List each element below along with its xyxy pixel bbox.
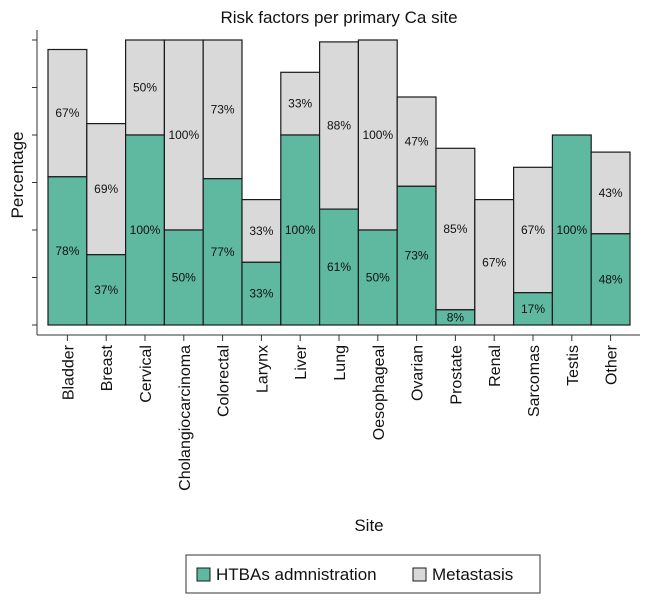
bar-htbas	[241, 261, 282, 326]
legend-label-htbas: HTBAs admnistration	[216, 565, 377, 584]
bar-label-htbas: 100%	[130, 223, 161, 237]
bar-label-metastasis: 43%	[599, 186, 623, 200]
bar-label-metastasis: 67%	[482, 255, 506, 269]
bar-label-metastasis: 100%	[168, 128, 199, 142]
x-tick-label: Ovarian	[410, 345, 427, 401]
x-tick-label: Sarcomas	[526, 345, 543, 417]
bar-group-ovarian: 73% 47%	[396, 96, 437, 326]
bar-label-htbas: 37%	[94, 283, 118, 297]
bar-htbas	[163, 229, 204, 326]
bar-group-testis: 100%	[551, 134, 592, 326]
x-tick-label: Breast	[99, 344, 116, 391]
bar-metastasis	[319, 41, 360, 210]
bar-group-larynx: 33% 33%	[241, 199, 282, 326]
x-tick-label: Cervical	[138, 345, 155, 403]
bar-htbas	[357, 229, 398, 326]
x-tick-label: Prostate	[448, 345, 465, 405]
x-tick-label: Colorectal	[216, 345, 233, 417]
bar-label-metastasis: 33%	[249, 224, 273, 238]
bar-label-metastasis: 50%	[133, 81, 157, 95]
x-tick-label: Oesophageal	[371, 345, 388, 440]
bar-htbas	[590, 233, 631, 326]
x-tick-label: Larynx	[254, 345, 271, 393]
x-tick-labels: Bladder Breast Cervical Cholangiocarcinoma C…	[60, 335, 621, 491]
bar-label-metastasis: 73%	[211, 102, 235, 116]
bar-metastasis	[396, 96, 437, 187]
bar-label-htbas: 8%	[447, 310, 465, 324]
bar-label-htbas: 50%	[172, 271, 196, 285]
legend-swatch-metastasis	[412, 567, 427, 582]
bar-metastasis	[124, 39, 165, 136]
bar-metastasis	[241, 199, 282, 263]
bar-group-cervical: 100% 50%	[124, 39, 165, 326]
bar-group-sarcomas: 17% 67%	[512, 166, 553, 326]
legend: HTBAs admnistration Metastasis	[185, 554, 541, 594]
bar-htbas	[124, 134, 165, 326]
bars-group: 78%67%37%69%100%50%50%100%77%73%33%33% 10…	[47, 39, 631, 326]
bar-group-lung: 61% 88%	[319, 41, 360, 326]
bar-htbas	[86, 254, 127, 326]
x-tick-label: Renal	[487, 345, 504, 387]
bar-group-renal: 67%	[474, 199, 515, 326]
bar-htbas	[319, 208, 360, 326]
legend-label-metastasis: Metastasis	[432, 565, 513, 584]
bar-label-metastasis: 85%	[443, 222, 467, 236]
bar-group-oesophageal: 50% 100%	[357, 39, 398, 326]
bar-htbas	[202, 178, 243, 326]
bar-label-metastasis: 100%	[362, 128, 393, 142]
y-axis-title: Percentage	[8, 132, 27, 219]
bar-group-liver: 100% 33%	[280, 71, 321, 326]
x-tick-label: Bladder	[60, 344, 77, 400]
bar-group-cholangiocarcinoma: 50% 100%	[163, 39, 204, 326]
x-tick-label: Cholangiocarcinoma	[177, 345, 194, 491]
x-tick-label: Lung	[332, 345, 349, 381]
bar-label-htbas: 77%	[211, 245, 235, 259]
bar-metastasis	[357, 39, 398, 231]
bar-label-metastasis: 33%	[288, 97, 312, 111]
bar-label-htbas: 48%	[599, 272, 623, 286]
bar-label-metastasis: 69%	[94, 182, 118, 196]
bar-htbas	[396, 185, 437, 326]
bar-label-metastasis: 67%	[521, 223, 545, 237]
bar-label-htbas: 50%	[366, 271, 390, 285]
x-tick-label: Other	[604, 344, 621, 385]
bar-group-prostate: 8% 85%	[435, 147, 476, 326]
x-axis-title: Site	[354, 516, 383, 535]
bar-label-metastasis: 47%	[405, 135, 429, 149]
bar-label-metastasis: 88%	[327, 119, 351, 133]
bar-label-htbas: 100%	[556, 223, 587, 237]
bar-htbas	[47, 176, 88, 326]
bar-metastasis	[86, 122, 127, 256]
bar-group-other: 48% 43%	[590, 151, 631, 326]
legend-box	[185, 554, 541, 594]
bar-label-htbas: 61%	[327, 260, 351, 274]
bar-metastasis	[435, 147, 476, 311]
bar-group-breast: 37% 69%	[86, 122, 127, 326]
x-tick-label: Testis	[565, 345, 582, 386]
bar-label-htbas: 78%	[55, 244, 79, 258]
bar-label-htbas: 100%	[285, 223, 316, 237]
bar-label-htbas: 73%	[405, 249, 429, 263]
bar-group-colorectal: 77% 73%	[202, 39, 243, 326]
bar-label-htbas: 33%	[249, 287, 273, 301]
bar-label-metastasis: 67%	[55, 106, 79, 120]
legend-swatch-htbas	[196, 567, 211, 582]
bar-label-htbas: 17%	[521, 302, 545, 316]
chart-title: Risk factors per primary Ca site	[220, 8, 457, 27]
bar-htbas	[551, 134, 592, 326]
bar-metastasis	[47, 48, 88, 178]
bar-group-bladder: 78% 67%	[47, 48, 88, 326]
x-tick-label: Liver	[293, 344, 310, 379]
bar-metastasis	[512, 166, 553, 294]
